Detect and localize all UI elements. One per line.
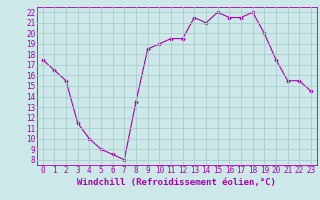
X-axis label: Windchill (Refroidissement éolien,°C): Windchill (Refroidissement éolien,°C): [77, 178, 276, 187]
